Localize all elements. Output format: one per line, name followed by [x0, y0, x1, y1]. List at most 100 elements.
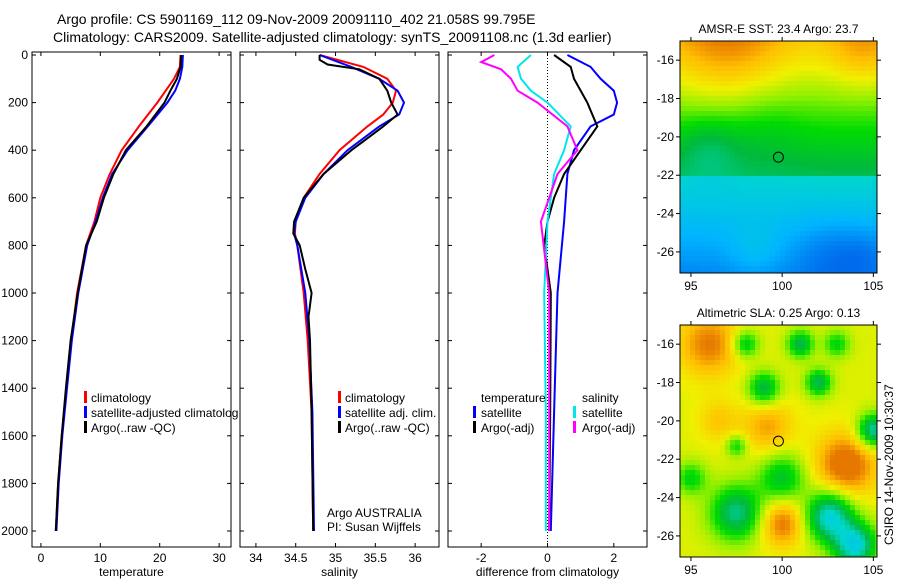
heatmap-cell — [770, 266, 775, 271]
heatmap-cell — [805, 515, 810, 520]
x-tick-label: 105 — [863, 563, 883, 577]
heatmap-cell — [770, 545, 775, 550]
heatmap-cell — [765, 196, 770, 201]
heatmap-cell — [715, 535, 720, 540]
heatmap-cell — [770, 166, 775, 171]
heatmap-cell — [750, 430, 755, 435]
heatmap-cell — [750, 86, 755, 91]
heatmap-cell — [815, 201, 820, 206]
heatmap-cell — [750, 201, 755, 206]
heatmap-cell — [830, 515, 835, 520]
heatmap-cell — [785, 126, 790, 131]
heatmap-cell — [745, 41, 750, 46]
heatmap-cell — [840, 86, 845, 91]
heatmap-cell — [825, 261, 830, 266]
heatmap-cell — [795, 206, 800, 211]
heatmap-cell — [705, 390, 710, 395]
heatmap-cell — [805, 136, 810, 141]
heatmap-cell — [710, 221, 715, 226]
heatmap-cell — [840, 186, 845, 191]
heatmap-cell — [875, 365, 877, 370]
heatmap-cell — [695, 505, 700, 510]
heatmap-cell — [720, 41, 725, 46]
heatmap-cell — [805, 375, 810, 380]
heatmap-cell — [790, 415, 795, 420]
heatmap-cell — [745, 176, 750, 181]
heatmap-cell — [705, 485, 710, 490]
heatmap-cell — [845, 116, 850, 121]
heatmap-cell — [780, 390, 785, 395]
heatmap-cell — [730, 465, 735, 470]
heatmap-cell — [705, 360, 710, 365]
heatmap-cell — [795, 450, 800, 455]
heatmap-cell — [820, 510, 825, 515]
heatmap-cell — [835, 246, 840, 251]
heatmap-cell — [780, 555, 785, 557]
heatmap-cell — [865, 161, 870, 166]
heatmap-cell — [785, 246, 790, 251]
heatmap-cell — [870, 206, 875, 211]
heatmap-cell — [865, 535, 870, 540]
heatmap-cell — [760, 111, 765, 116]
heatmap-cell — [755, 465, 760, 470]
heatmap-cell — [770, 131, 775, 136]
heatmap-cell — [870, 211, 875, 216]
heatmap-cell — [685, 350, 690, 355]
heatmap-cell — [805, 81, 810, 86]
difference-legend: temperature satellite Argo(-adj) salinit… — [473, 391, 635, 435]
heatmap-cell — [875, 116, 877, 121]
heatmap-cell — [865, 191, 870, 196]
heatmap-cell — [800, 246, 805, 251]
heatmap-cell — [790, 176, 795, 181]
heatmap-cell — [745, 500, 750, 505]
heatmap-cell — [755, 91, 760, 96]
heatmap-cell — [755, 201, 760, 206]
heatmap-cell — [830, 96, 835, 101]
heatmap-cell — [825, 181, 830, 186]
heatmap-cell — [835, 330, 840, 335]
heatmap-cell — [695, 510, 700, 515]
heatmap-cell — [810, 246, 815, 251]
heatmap-cell — [850, 206, 855, 211]
heatmap-cell — [800, 271, 805, 273]
heatmap-cell — [830, 206, 835, 211]
heatmap-cell — [735, 226, 740, 231]
heatmap-cell — [695, 256, 700, 261]
heatmap-cell — [795, 325, 800, 330]
heatmap-cell — [760, 86, 765, 91]
heatmap-cell — [700, 465, 705, 470]
heatmap-cell — [705, 201, 710, 206]
heatmap-cell — [720, 66, 725, 71]
heatmap-cell — [845, 365, 850, 370]
heatmap-cell — [830, 450, 835, 455]
heatmap-cell — [685, 261, 690, 266]
heatmap-cell — [730, 360, 735, 365]
heatmap-cell — [730, 161, 735, 166]
heatmap-cell — [760, 176, 765, 181]
heatmap-cell — [735, 495, 740, 500]
heatmap-cell — [715, 236, 720, 241]
heatmap-cell — [730, 410, 735, 415]
heatmap-cell — [745, 116, 750, 121]
heatmap-cell — [865, 126, 870, 131]
heatmap-cell — [845, 136, 850, 141]
heatmap-cell — [855, 360, 860, 365]
heatmap-cell — [710, 186, 715, 191]
heatmap-cell — [685, 131, 690, 136]
heatmap-cell — [810, 390, 815, 395]
heatmap-cell — [850, 61, 855, 66]
heatmap-cell — [840, 96, 845, 101]
heatmap-cell — [875, 550, 877, 555]
heatmap-cell — [680, 161, 685, 166]
heatmap-cell — [835, 455, 840, 460]
heatmap-cell — [765, 485, 770, 490]
heatmap-cell — [845, 51, 850, 56]
heatmap-cell — [750, 415, 755, 420]
heatmap-cell — [740, 365, 745, 370]
heatmap-cell — [825, 515, 830, 520]
heatmap-cell — [730, 271, 735, 273]
heatmap-cell — [870, 126, 875, 131]
heatmap-cell — [840, 340, 845, 345]
heatmap-cell — [865, 410, 870, 415]
heatmap-cell — [820, 141, 825, 146]
